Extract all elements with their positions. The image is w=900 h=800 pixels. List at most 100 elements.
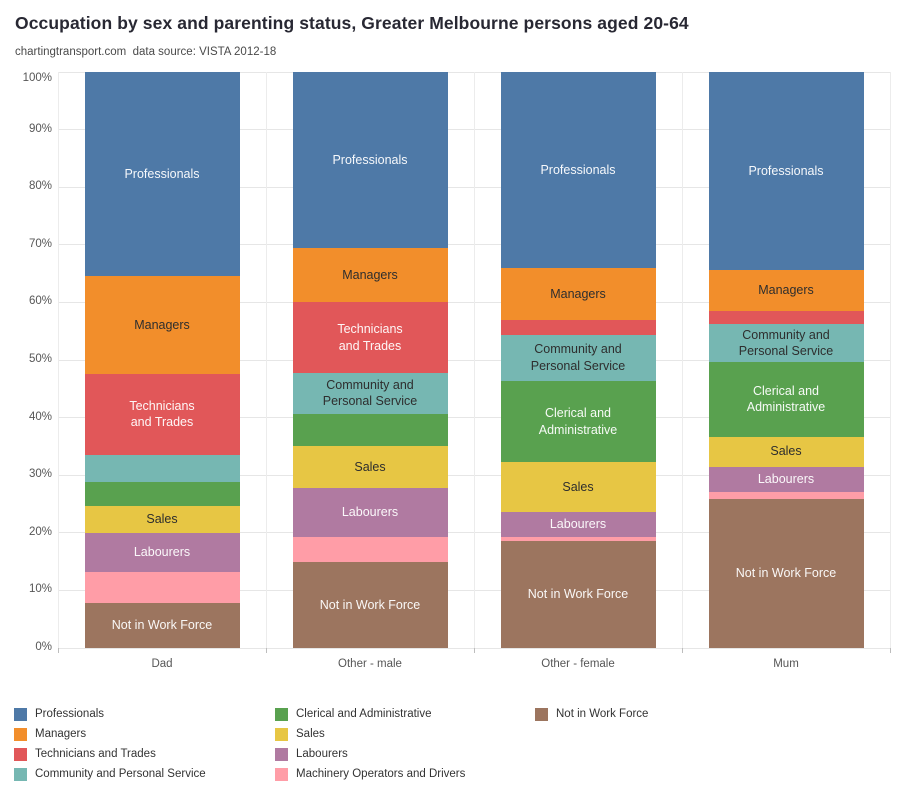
segment-label-sales: Sales <box>146 512 178 527</box>
bar-segment-labourers[interactable]: Labourers <box>708 466 864 493</box>
bar-segment-community-and-personal-service[interactable]: Community and Personal Service <box>500 335 656 381</box>
bar-segment-sales[interactable]: Sales <box>84 506 240 533</box>
bar-segment-machinery-operators-and-drivers[interactable] <box>84 572 240 603</box>
legend-label-managers: Managers <box>35 728 87 740</box>
legend-swatch-labourers <box>275 747 288 761</box>
legend-item-machinery-operators-and-drivers[interactable]: Machinery Operators and Drivers <box>275 764 465 784</box>
segment-label-managers: Managers <box>550 286 606 301</box>
bar-segment-clerical-and-administrative[interactable] <box>292 413 448 446</box>
y-axis-tick-label: 0% <box>35 641 52 653</box>
x-axis-tick-mark <box>890 648 891 653</box>
legend-swatch-machinery-operators-and-drivers <box>275 767 288 781</box>
legend-item-sales[interactable]: Sales <box>275 724 465 744</box>
segment-label-not-in-work-force: Not in Work Force <box>111 618 213 633</box>
y-axis-tick-label: 90% <box>28 122 52 135</box>
bar-segment-managers[interactable]: Managers <box>708 270 864 312</box>
bar-segment-not-in-work-force[interactable]: Not in Work Force <box>292 561 448 648</box>
bar-segment-clerical-and-administrative[interactable]: Clerical and Administrative <box>500 380 656 463</box>
y-axis-tick-label: 100% <box>22 72 52 84</box>
x-axis-label-dad: Dad <box>151 658 173 670</box>
x-axis-tick-mark <box>266 648 267 653</box>
x-axis-tick-mark <box>474 648 475 653</box>
bar-segment-professionals[interactable]: Professionals <box>708 72 864 271</box>
bar-segment-professionals[interactable]: Professionals <box>84 72 240 277</box>
bar-segment-managers[interactable]: Managers <box>84 276 240 374</box>
bar-segment-labourers[interactable]: Labourers <box>292 487 448 537</box>
segment-label-professionals: Professionals <box>124 166 200 181</box>
legend-item-clerical-and-administrative[interactable]: Clerical and Administrative <box>275 704 465 724</box>
y-axis-tick-label: 40% <box>28 410 52 423</box>
pane-divider <box>682 72 683 648</box>
segment-label-professionals: Professionals <box>540 162 616 177</box>
bar-segment-not-in-work-force[interactable]: Not in Work Force <box>500 540 656 648</box>
bar-segment-community-and-personal-service[interactable]: Community and Personal Service <box>292 373 448 414</box>
segment-label-community-and-personal-service: Community and Personal Service <box>738 327 834 359</box>
segment-label-technicians-and-trades: Technicians and Trades <box>337 322 403 353</box>
segment-label-sales: Sales <box>354 459 386 474</box>
segment-label-managers: Managers <box>134 317 190 332</box>
bar-segment-technicians-and-trades[interactable]: Technicians and Trades <box>292 302 448 374</box>
bar-segment-labourers[interactable]: Labourers <box>84 532 240 573</box>
bar-segment-professionals[interactable]: Professionals <box>500 72 656 268</box>
x-axis-tick-mark <box>682 648 683 653</box>
legend-swatch-technicians-and-trades <box>14 747 27 761</box>
legend-label-clerical-and-administrative: Clerical and Administrative <box>296 708 432 720</box>
bar-segment-not-in-work-force[interactable]: Not in Work Force <box>708 498 864 648</box>
bar-segment-community-and-personal-service[interactable] <box>84 455 240 483</box>
bar-segment-managers[interactable]: Managers <box>292 247 448 303</box>
bar-segment-sales[interactable]: Sales <box>500 462 656 513</box>
y-axis-tick-label: 60% <box>28 295 52 308</box>
legend-item-labourers[interactable]: Labourers <box>275 744 465 764</box>
bar-segment-machinery-operators-and-drivers[interactable] <box>708 492 864 499</box>
bar-segment-technicians-and-trades[interactable]: Technicians and Trades <box>84 373 240 456</box>
bar-segment-not-in-work-force[interactable]: Not in Work Force <box>84 603 240 648</box>
legend-item-managers[interactable]: Managers <box>14 724 206 744</box>
bar-segment-technicians-and-trades[interactable] <box>500 320 656 336</box>
bar-segment-managers[interactable]: Managers <box>500 267 656 321</box>
x-axis-label-other-male: Other - male <box>338 658 402 670</box>
bar-segment-technicians-and-trades[interactable] <box>708 311 864 325</box>
y-axis-tick-label: 50% <box>28 353 52 365</box>
bar-segment-professionals[interactable]: Professionals <box>292 72 448 248</box>
segment-label-sales: Sales <box>562 480 594 494</box>
segment-label-labourers: Labourers <box>341 505 399 520</box>
legend-label-not-in-work-force: Not in Work Force <box>556 708 649 720</box>
y-axis-tick-label: 70% <box>28 237 52 250</box>
bar-segment-community-and-personal-service[interactable]: Community and Personal Service <box>708 324 864 363</box>
legend-label-professionals: Professionals <box>35 708 105 720</box>
legend-label-technicians-and-trades: Technicians and Trades <box>35 748 156 760</box>
bar-mum: Professionals Managers Community and Perso… <box>708 72 864 648</box>
segment-label-labourers: Labourers <box>549 517 607 532</box>
legend-swatch-professionals <box>14 707 27 721</box>
legend-item-technicians-and-trades[interactable]: Technicians and Trades <box>14 744 206 764</box>
legend-swatch-managers <box>14 727 27 741</box>
y-axis-tick-label: 20% <box>28 525 52 538</box>
pane-divider <box>890 72 891 648</box>
segment-label-labourers: Labourers <box>133 545 191 560</box>
legend-item-professionals[interactable]: Professionals <box>14 704 206 724</box>
legend-item-not-in-work-force[interactable]: Not in Work Force <box>535 704 648 724</box>
bar-segment-machinery-operators-and-drivers[interactable] <box>500 536 656 541</box>
bar-segment-clerical-and-administrative[interactable] <box>84 482 240 507</box>
segment-label-clerical-and-administrative: Clerical and Administrative <box>538 406 618 437</box>
x-axis-label-other-female: Other - female <box>541 658 615 670</box>
segment-label-managers: Managers <box>342 267 398 282</box>
bar-segment-labourers[interactable]: Labourers <box>500 512 656 537</box>
segment-label-community-and-personal-service: Community and Personal Service <box>530 342 626 373</box>
bar-other-female: Professionals Managers Community and Perso… <box>500 72 656 648</box>
segment-label-professionals: Professionals <box>748 163 824 178</box>
pane-divider <box>58 72 59 648</box>
x-axis-label-mum: Mum <box>773 658 799 670</box>
legend-column: Professionals Managers Technicians and Tra… <box>14 704 206 784</box>
bar-segment-clerical-and-administrative[interactable]: Clerical and Administrative <box>708 362 864 437</box>
legend-item-community-and-personal-service[interactable]: Community and Personal Service <box>14 764 206 784</box>
bar-segment-sales[interactable]: Sales <box>708 436 864 467</box>
segment-label-community-and-personal-service: Community and Personal Service <box>322 377 418 409</box>
legend-column: Clerical and Administrative Sales Labourer… <box>275 704 465 784</box>
bar-segment-machinery-operators-and-drivers[interactable] <box>292 536 448 562</box>
segment-label-professionals: Professionals <box>332 152 408 167</box>
y-axis-tick-label: 80% <box>28 180 52 193</box>
legend-column: Not in Work Force <box>535 704 648 724</box>
bar-segment-sales[interactable]: Sales <box>292 445 448 488</box>
